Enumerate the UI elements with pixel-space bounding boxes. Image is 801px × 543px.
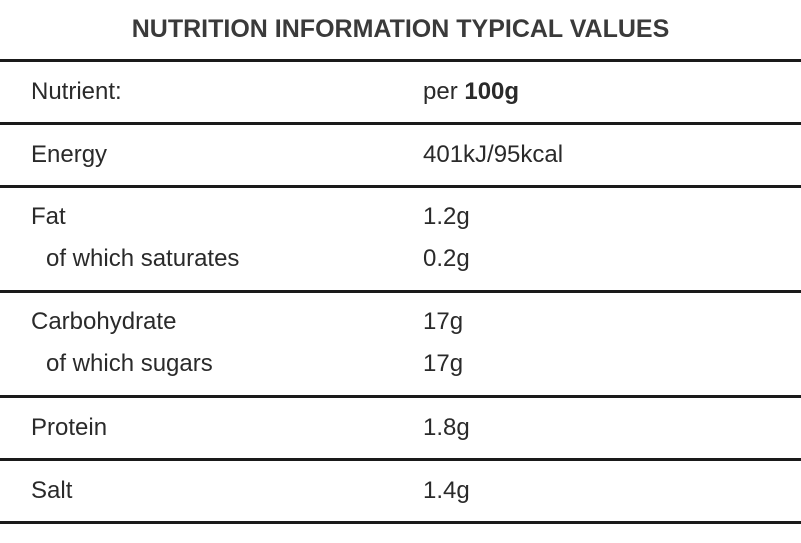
table-row-energy: Energy 401kJ/95kcal [0,125,801,188]
table-row-carbohydrate: Carbohydrate of which sugars 17g 17g [0,293,801,398]
per-amount: 100g [464,78,520,105]
nutrient-value: 17g [423,308,464,335]
nutrient-name: Energy [31,141,108,168]
nutrient-value: 1.4g [423,477,470,504]
nutrient-name: Protein [31,414,108,441]
column-header-row: Nutrient: per 100g [0,62,801,125]
nutrient-name-group: Carbohydrate of which sugars [0,307,423,395]
nutrient-header: Nutrient: [31,78,122,105]
sub-nutrient-value: 17g [423,350,464,377]
table-header: NUTRITION INFORMATION TYPICAL VALUES [0,0,801,62]
table-row-protein: Protein 1.8g [0,398,801,461]
sub-nutrient-value: 0.2g [423,245,470,272]
table-row-salt: Salt 1.4g [0,461,801,524]
sub-nutrient-name: of which sugars [46,350,213,377]
nutrient-name: Fat [31,203,66,230]
nutrient-value-group: 17g 17g [423,307,801,395]
per-amount-header: per 100g [423,78,801,106]
nutrient-name: Salt [31,477,73,504]
nutrient-value: 1.2g [423,203,470,230]
nutrient-value-group: 1.2g 0.2g [423,202,801,290]
table-title: NUTRITION INFORMATION TYPICAL VALUES [131,15,670,43]
nutrient-value: 401kJ/95kcal [423,141,564,168]
sub-nutrient-name: of which saturates [46,245,240,272]
per-prefix: per [423,78,458,105]
nutrient-name-group: Fat of which saturates [0,202,423,290]
table-row-fat: Fat of which saturates 1.2g 0.2g [0,188,801,293]
nutrient-value: 1.8g [423,414,470,441]
nutrient-name: Carbohydrate [31,308,177,335]
